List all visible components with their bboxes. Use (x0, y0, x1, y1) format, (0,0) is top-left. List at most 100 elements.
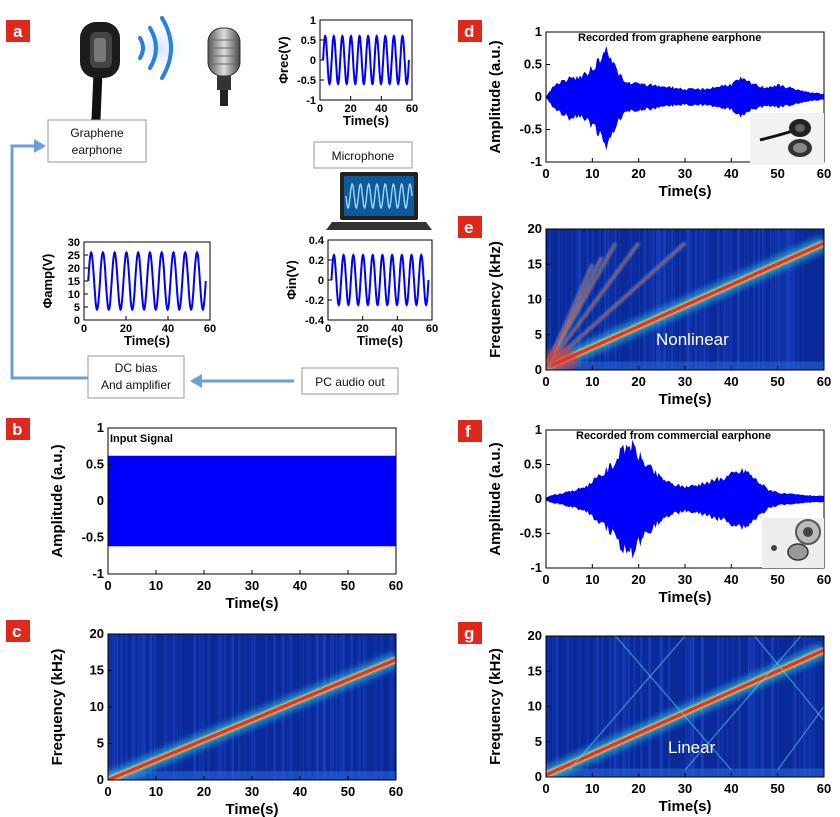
x-tick-label: 0 (104, 578, 111, 593)
spectrogram-stripe (579, 636, 582, 777)
panel-b-letter: b (12, 420, 22, 439)
chart-commercial-spectrogram: 0 10 20 30 40 50 60 0 5 10 15 20 Time(s) Frequency (k… (487, 628, 831, 815)
chart-input-signal: 0 10 20 30 40 50 60 1 0.5 0 -0.5 -1 Time(s) Amplitude… (49, 420, 403, 612)
spectrogram-stripe (570, 229, 574, 370)
x-tick-label: 20 (357, 323, 369, 335)
x-tick-label: 40 (724, 166, 738, 181)
graphene-earphone-photo (750, 113, 824, 165)
y-axis-title: Frequency (kHz) (487, 241, 504, 358)
spectrogram-stripe (350, 634, 353, 780)
y-axis-title: Φrec(V) (276, 36, 291, 84)
chart-phi-rec: 0 20 40 60 1 0.5 0 -0.5 -1 Time(s) Φrec(V) (276, 15, 418, 128)
spectrogram-stripe (662, 229, 666, 370)
spectrogram-stripe (558, 229, 561, 370)
x-tick-label: 20 (197, 578, 211, 593)
spectrogram-stripe (649, 636, 651, 777)
spectrogram-stripe (802, 636, 805, 777)
panel-f-letter: f (465, 422, 471, 441)
spectrogram-stripe (594, 636, 596, 777)
panel-a-badge (6, 20, 30, 42)
x-tick-label: 20 (631, 572, 645, 587)
spectrogram-stripe (142, 634, 145, 780)
y-tick-label: 0 (318, 275, 324, 287)
spectrogram-stripe (357, 634, 360, 780)
y-tick-label: 0 (310, 55, 316, 67)
spectrogram-stripe (652, 229, 655, 370)
spectrogram-stripe (614, 229, 617, 370)
spectrogram-stripe (747, 636, 750, 777)
harmonic-line (546, 242, 686, 369)
panel-a: a Graphene earphone (6, 15, 438, 399)
spectrogram-stripe (803, 636, 807, 777)
x-tick-label: 60 (817, 572, 831, 587)
y-tick-label: -0.5 (297, 75, 316, 87)
y-tick-label: 15 (528, 663, 542, 678)
alias-line (568, 636, 686, 771)
chart-graphene-recording: 0 10 20 30 40 50 60 1 0.5 0 -0.5 -1 Time(s) Amplitude… (487, 24, 831, 200)
dc-bias-box: DC bias And amplifier (87, 355, 185, 399)
y-tick-label: -1 (306, 95, 316, 107)
spectrogram-stripe (113, 634, 116, 780)
y-tick-label: 0.2 (309, 255, 324, 267)
spectrogram-stripe (648, 636, 650, 777)
spectrogram-stripe (660, 636, 664, 777)
spectrogram-stripe (726, 229, 729, 370)
ridge-line (546, 241, 824, 370)
x-tick-label: 50 (770, 781, 784, 796)
spectrogram-stripe (389, 634, 392, 780)
spectrogram-stripe (137, 634, 139, 780)
spectrogram-stripe (822, 229, 824, 370)
y-tick-label: 1 (535, 24, 542, 39)
spectrogram-stripe (609, 636, 612, 777)
x-axis-title: Time(s) (658, 391, 711, 408)
x-tick-label: 0 (542, 572, 549, 587)
pc-audio-out-box: PC audio out (301, 367, 399, 395)
panel-g: g 0 10 20 30 40 50 60 0 5 10 15 20 Time(s) Frequency … (458, 622, 831, 815)
dc-bias-label-2: And amplifier (101, 378, 171, 392)
spectrogram-stripe (732, 636, 734, 777)
spectrogram-stripe (375, 634, 378, 780)
chart-phi-in: 0 20 40 60 0.4 0.2 0 -0.2 -0.4 Time(s) Φin(V) (284, 235, 438, 348)
x-tick-label: 60 (817, 166, 831, 181)
spectrogram-stripe (616, 636, 620, 777)
signal-arrows (10, 144, 294, 383)
chart-graphene-spectrogram: 0 10 20 30 40 50 60 0 5 10 15 20 Time(s) Frequency (k… (487, 221, 831, 408)
panel-d: d 0 10 20 30 40 50 60 1 0.5 0 -0.5 -1 Time(s) Amplitu… (458, 20, 831, 200)
spectrogram-stripe (343, 634, 345, 780)
spectrogram-stripe (604, 229, 607, 370)
spectrogram-stripe (614, 229, 616, 370)
x-tick-label: 0 (325, 323, 331, 335)
x-tick-label: 40 (293, 784, 307, 799)
spectrogram-stripe (753, 229, 756, 370)
spectrogram-stripe (791, 229, 793, 370)
spectrogram-stripe (777, 636, 780, 777)
y-tick-label: 0 (97, 493, 104, 508)
y-tick-label: 0.5 (524, 57, 542, 72)
x-tick-label: 30 (678, 166, 692, 181)
spectrogram-stripe (126, 634, 129, 780)
microphone-icon (207, 27, 241, 106)
spectrogram-stripe (628, 229, 630, 370)
y-tick-label: 1 (97, 420, 104, 435)
panel-d-badge (458, 20, 482, 42)
x-tick-label: 60 (817, 374, 831, 389)
spectrogram-stripe (665, 229, 667, 370)
spectrogram-stripe (601, 636, 603, 777)
panel-d-letter: d (464, 22, 474, 41)
x-tick-label: 40 (724, 781, 738, 796)
spectrogram-stripe (779, 229, 781, 370)
harmonic-line (546, 242, 640, 369)
x-tick-label: 0 (542, 166, 549, 181)
x-tick-label: 30 (678, 374, 692, 389)
spectrogram-stripe (659, 229, 662, 370)
earphone-icon (80, 22, 120, 130)
spectrogram-stripe (659, 636, 662, 777)
y-tick-label: -0.5 (520, 122, 542, 137)
linear-label: Linear (668, 738, 716, 757)
spectrogram-stripe (173, 634, 176, 780)
spectrogram-stripe (625, 636, 628, 777)
x-tick-label: 40 (724, 572, 738, 587)
signal-envelope (546, 439, 824, 559)
spectrogram-stripe (760, 636, 762, 777)
y-axis-title: Frequency (kHz) (487, 648, 504, 765)
